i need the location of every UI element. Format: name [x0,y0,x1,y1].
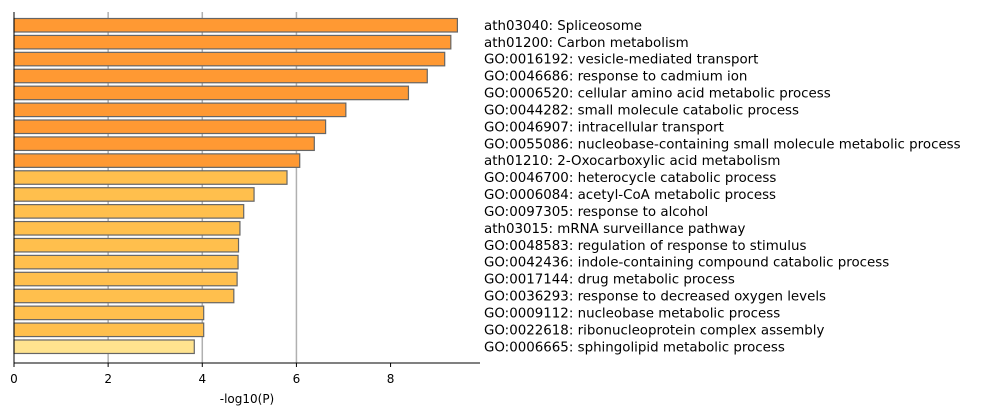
bar [13,271,238,287]
bar [13,34,452,50]
term-label: GO:0055086: nucleobase-containing small … [484,137,961,152]
bar [13,237,240,253]
term-label: GO:0046700: heterocycle catabolic proces… [484,171,776,186]
term-labels: ath03040: Spliceosome ath01200: Carbon me… [484,19,961,355]
x-tick-label: 8 [387,372,395,386]
term-label: GO:0017144: drug metabolic process [484,273,735,288]
bar [13,305,205,321]
bar [13,204,245,219]
term-label: GO:0006520: cellular amino acid metaboli… [484,87,831,102]
term-label: GO:0009112: nucleobase metabolic process [484,306,780,321]
term-label: GO:0016192: vesicle-mediated transport [484,53,758,68]
x-tick-label: 6 [293,372,301,386]
x-axis-ticks: 0 2 4 6 8 [10,363,394,386]
term-label: GO:0048583: regulation of response to st… [484,239,806,254]
bar [13,51,446,67]
bar [13,136,315,152]
plot-frame [13,12,480,364]
bars [13,17,459,355]
bar [13,153,301,168]
term-label: GO:0022618: ribonucleoprotein complex as… [484,323,825,338]
x-tick-label: 2 [104,372,112,386]
bar [13,339,195,355]
term-label: GO:0006665: sphingolipid metabolic proce… [484,340,785,355]
term-label: GO:0046907: intracellular transport [484,120,724,135]
bar [13,170,288,185]
x-tick-label: 0 [10,372,18,386]
x-axis-label: -log10(P) [220,392,275,406]
bar [13,17,459,33]
term-label: GO:0044282: small molecule catabolic pro… [484,103,799,118]
x-tick-label: 4 [198,372,206,386]
bar [13,119,327,135]
term-label: ath03015: mRNA surveillance pathway [484,222,746,237]
bar [13,220,241,236]
term-label: GO:0046686: response to cadmium ion [484,70,747,85]
bar [13,254,239,270]
bar [13,85,410,101]
bar [13,187,255,202]
bar [13,288,235,304]
bar [13,102,347,118]
term-label: ath01210: 2-Oxocarboxylic acid metabolis… [484,154,780,169]
term-label: GO:0006084: acetyl-CoA metabolic process [484,188,776,203]
term-label: ath01200: Carbon metabolism [484,36,689,51]
term-label: GO:0097305: response to alcohol [484,205,708,220]
term-label: GO:0042436: indole-containing compound c… [484,256,889,271]
term-label: GO:0036293: response to decreased oxygen… [484,290,826,305]
bar [13,68,428,84]
term-label: ath03040: Spliceosome [484,19,642,34]
bar [13,322,205,338]
